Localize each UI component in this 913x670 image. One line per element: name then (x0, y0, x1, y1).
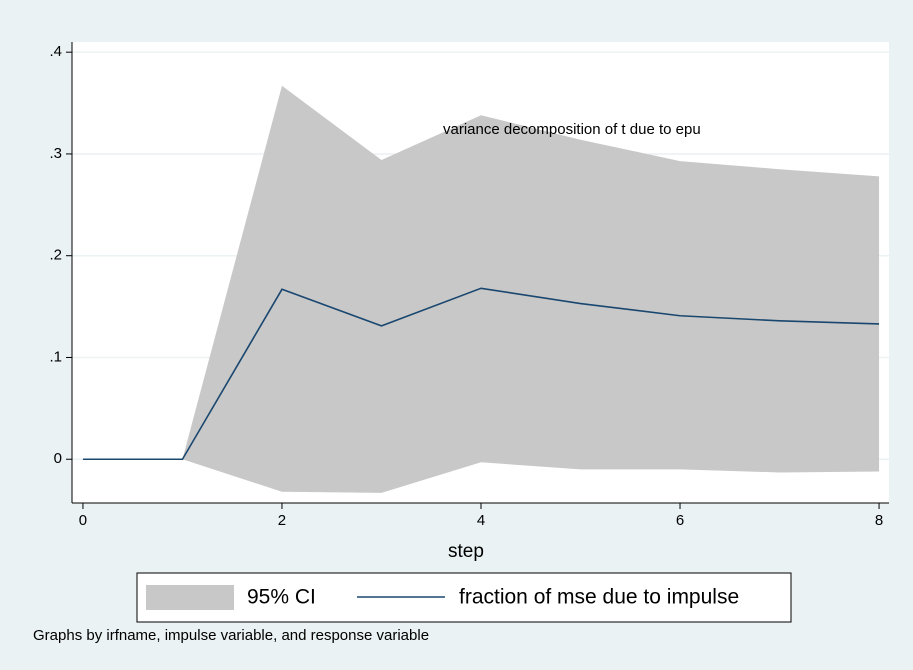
y-tick-label: .3 (49, 145, 62, 162)
y-tick-label: .2 (49, 247, 62, 264)
x-tick-label: 8 (875, 512, 883, 529)
x-tick-label: 6 (676, 512, 684, 529)
axes: 0 .1 .2 .3 .4 0 2 4 6 8 (49, 42, 889, 529)
legend (136, 572, 792, 623)
annotation: variance decomposition of t due to epu (443, 121, 701, 138)
x-axis-title: step (448, 541, 484, 562)
x-tick-label: 0 (79, 512, 87, 529)
legend-label: fraction of mse due to impulse (459, 586, 739, 609)
marks (82, 85, 880, 493)
x-tick-label: 2 (278, 512, 286, 529)
x-tick-label: 4 (477, 512, 485, 529)
y-tick-label: 0 (54, 450, 62, 467)
y-tick-label: .1 (49, 348, 62, 365)
line (82, 287, 880, 461)
legend-swatch (146, 585, 234, 610)
legend-label: 95% CI (247, 586, 316, 609)
ci-band (182, 85, 880, 493)
note: Graphs by irfname, impulse variable, and… (33, 627, 429, 644)
y-tick-label: .4 (49, 43, 62, 60)
